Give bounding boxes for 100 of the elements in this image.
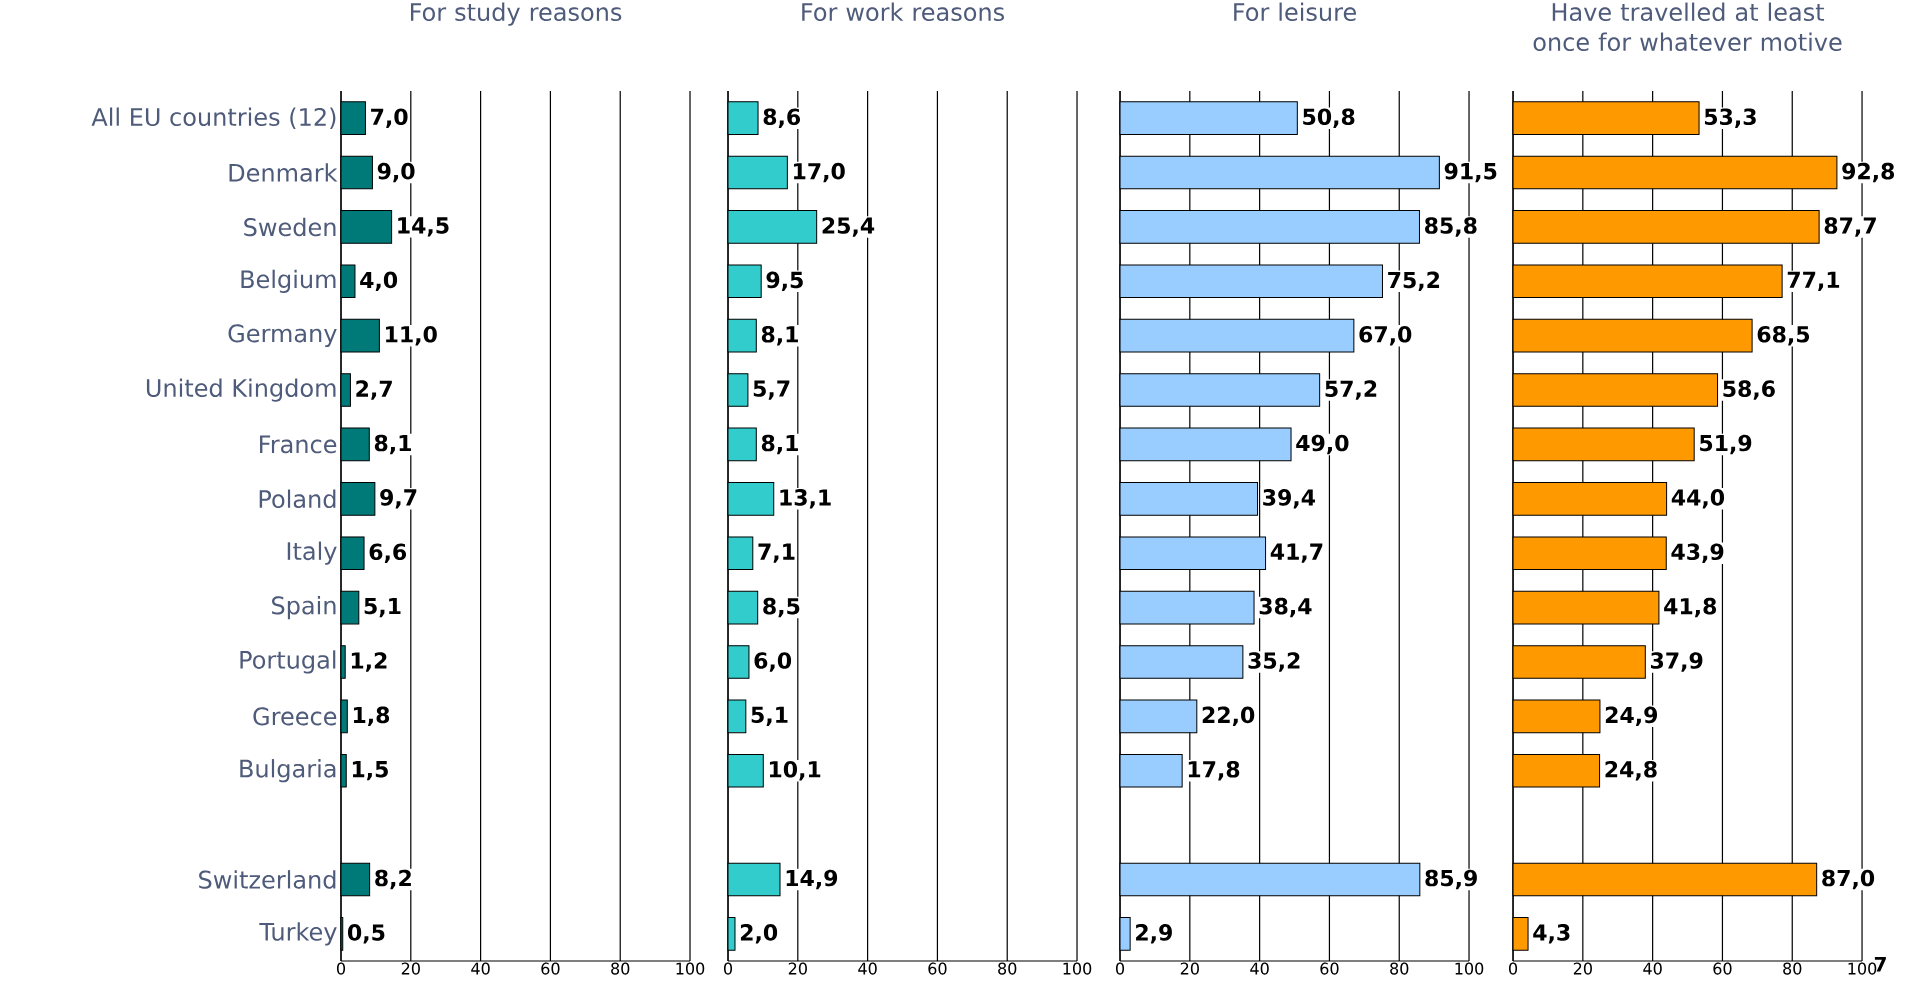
data-label: 39,4	[1263, 489, 1316, 509]
y-tick-label: Spain	[272, 595, 336, 620]
data-label: 41,7	[1270, 543, 1323, 563]
y-tick-label: Belgium	[241, 269, 336, 293]
data-label: 77,1	[1787, 271, 1840, 291]
data-label: 53,3	[1704, 108, 1756, 128]
data-label: 91,5	[1444, 162, 1497, 183]
data-label: 7,1	[758, 543, 795, 563]
data-label: 87,0	[1822, 869, 1875, 890]
data-label: 14,9	[786, 869, 838, 890]
y-tick-label: United Kingdom	[146, 378, 336, 402]
chart-title: For work reasons	[802, 2, 1004, 22]
x-tick-label: 20	[1180, 962, 1199, 975]
data-label: 87,7	[1824, 217, 1876, 237]
data-label: 14,5	[398, 217, 449, 237]
x-tick-label: 80	[1390, 962, 1409, 975]
x-tick-label: 20	[1573, 962, 1592, 975]
data-label: 4,0	[360, 271, 398, 292]
y-tick-label: Italy	[287, 541, 337, 565]
x-tick-label: 60	[541, 962, 560, 975]
data-label: 92,8	[1842, 162, 1895, 183]
y-tick-label: Denmark	[229, 163, 338, 182]
data-label: 5,1	[751, 706, 788, 726]
x-tick-label: 60	[1320, 962, 1339, 975]
data-label: 13,1	[780, 489, 831, 509]
data-label: 37,9	[1650, 652, 1703, 672]
data-label: 24,9	[1605, 706, 1658, 727]
x-tick-label: 0	[1509, 962, 1518, 975]
y-tick-label: All EU countries (12)	[91, 107, 336, 129]
data-label: 8,1	[374, 434, 411, 455]
text: 7	[1874, 956, 1886, 972]
data-label: 0,5	[348, 924, 385, 944]
chart-title: Have travelled at least once for whatever motive	[1533, 2, 1842, 52]
x-tick-label: 60	[1713, 962, 1732, 975]
data-label: 43,9	[1671, 543, 1724, 563]
x-tick-label: 0	[336, 962, 346, 975]
data-label: 6,0	[754, 652, 792, 672]
x-tick-label: 100	[1063, 962, 1092, 975]
x-tick-label: 40	[471, 962, 490, 975]
data-label: 9,5	[766, 271, 803, 292]
data-label: 1,5	[352, 761, 388, 781]
y-tick-label: Greece	[253, 707, 337, 726]
x-tick-label: 0	[1116, 962, 1125, 975]
y-tick-label: Sweden	[244, 217, 336, 237]
data-label: 68,5	[1757, 325, 1810, 346]
data-label: 2,7	[356, 380, 392, 400]
x-tick-label: 80	[998, 962, 1017, 975]
data-label: 85,9	[1425, 869, 1477, 890]
data-label: 35,2	[1248, 652, 1300, 672]
data-label: 75,2	[1388, 271, 1440, 292]
x-tick-label: 20	[788, 962, 807, 975]
x-tick-label: 20	[401, 962, 420, 975]
x-tick-label: 40	[858, 962, 877, 975]
y-tick-label: Poland	[259, 489, 336, 509]
y-tick-label: Turkey	[259, 922, 337, 946]
data-label: 50,8	[1303, 108, 1355, 128]
data-label: 17,0	[794, 162, 845, 183]
data-label: 41,8	[1664, 597, 1717, 618]
data-label: 10,1	[769, 760, 821, 781]
data-label: 7,0	[371, 108, 408, 128]
chart-title: For study reasons	[410, 2, 622, 26]
x-tick-label: 40	[1250, 962, 1269, 975]
data-label: 24,8	[1605, 760, 1657, 781]
data-label: 8,1	[761, 325, 798, 346]
data-label: 85,8	[1425, 217, 1477, 237]
data-label: 57,2	[1325, 380, 1377, 400]
x-tick-label: 40	[1643, 962, 1662, 975]
x-tick-label: 0	[723, 962, 733, 975]
data-label: 1,2	[351, 652, 387, 672]
data-label: 44,0	[1671, 489, 1725, 509]
data-label: 9,7	[380, 489, 417, 509]
data-label: 51,9	[1700, 434, 1752, 455]
y-tick-label: Bulgaria	[240, 759, 336, 783]
x-tick-label: 100	[676, 962, 705, 975]
x-tick-label: 80	[1783, 962, 1802, 975]
data-label: 25,4	[822, 217, 875, 237]
data-label: 38,4	[1259, 597, 1312, 618]
data-label: 1,8	[353, 706, 390, 727]
y-tick-label: Germany	[228, 324, 337, 348]
data-label: 6,6	[369, 543, 407, 563]
data-label: 4,3	[1533, 924, 1570, 944]
data-label: 5,7	[753, 380, 790, 400]
data-label: 8,6	[763, 108, 801, 128]
data-label: 2,9	[1136, 924, 1172, 944]
data-label: 49,0	[1296, 434, 1349, 455]
data-label: 17,8	[1188, 760, 1240, 781]
y-tick-label: Portugal	[240, 650, 336, 674]
data-label: 58,6	[1723, 380, 1775, 400]
data-label: 8,2	[375, 869, 411, 890]
y-tick-label: France	[260, 435, 337, 454]
x-tick-label: 60	[928, 962, 947, 975]
data-label: 8,5	[763, 597, 800, 618]
data-label: 9,0	[377, 162, 415, 183]
data-label: 11,0	[386, 325, 437, 346]
data-label: 2,0	[740, 924, 778, 944]
data-label: 22,0	[1202, 706, 1255, 727]
data-label: 5,1	[364, 597, 401, 618]
y-tick-label: Switzerland	[199, 870, 336, 889]
x-tick-label: 100	[1455, 962, 1484, 975]
x-tick-label: 100	[1848, 962, 1877, 975]
